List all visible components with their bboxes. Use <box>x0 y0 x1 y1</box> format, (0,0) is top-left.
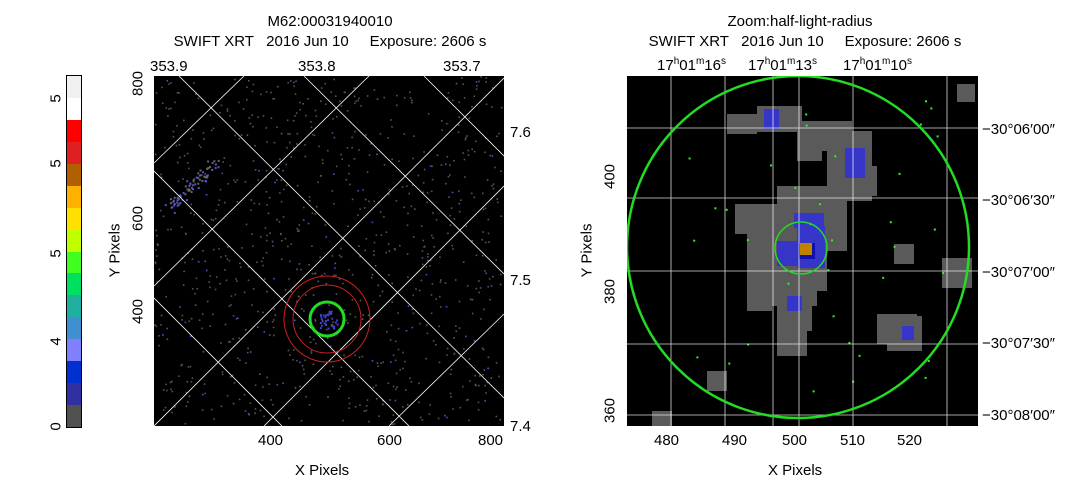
left-top-tick: 353.8 <box>298 58 336 75</box>
right-x-tick: 520 <box>897 432 923 449</box>
colorbar-segment <box>67 361 81 384</box>
right-title-line1: Zoom:half-light-radius <box>727 13 873 30</box>
colorbar-segment <box>67 295 81 318</box>
right-ra-tick: 17h01m13s <box>748 56 817 74</box>
right-image-panel <box>627 76 978 426</box>
colorbar <box>66 75 82 428</box>
left-x-tick: 600 <box>377 432 403 449</box>
right-zoom-image <box>627 76 978 426</box>
right-dec-tick: −30°07′30″ <box>982 335 1055 352</box>
colorbar-segment <box>67 207 81 230</box>
right-ra-tick: 17h01m16s <box>657 56 726 74</box>
left-image-panel <box>154 76 504 426</box>
left-sky-image <box>154 76 504 426</box>
right-dec-tick: −30°06′00″ <box>982 121 1055 138</box>
right-y-tick: 400 <box>601 163 619 190</box>
right-dec-tick: −30°06′30″ <box>982 192 1055 209</box>
left-y-tick: 400 <box>129 298 147 325</box>
colorbar-segment <box>67 141 81 164</box>
colorbar-segment <box>67 76 81 98</box>
left-x-tick: 800 <box>478 432 504 449</box>
colorbar-segment <box>67 185 81 208</box>
colorbar-segment <box>67 163 81 186</box>
colorbar-tick-label: 0 <box>47 422 65 431</box>
right-ylabel: Y Pixels <box>578 223 596 278</box>
colorbar-segment <box>67 251 81 274</box>
left-x-tick: 400 <box>258 432 284 449</box>
colorbar-segment <box>67 339 81 362</box>
right-x-tick: 480 <box>654 432 680 449</box>
right-dec-tick: −30°07′00″ <box>982 264 1055 281</box>
right-x-tick: 490 <box>722 432 748 449</box>
right-y-tick: 360 <box>601 397 619 424</box>
colorbar-segment <box>67 97 81 120</box>
left-top-tick: 353.9 <box>150 58 188 75</box>
colorbar-segment <box>67 273 81 296</box>
colorbar-segment <box>67 119 81 142</box>
left-right-tick: 7.5 <box>510 272 531 289</box>
right-dec-tick: −30°08′00″ <box>982 407 1055 424</box>
right-x-tick: 510 <box>840 432 866 449</box>
left-right-tick: 7.6 <box>510 124 531 141</box>
left-title-line2: SWIFT XRT 2016 Jun 10 Exposure: 2606 s <box>173 33 487 50</box>
right-xlabel: X Pixels <box>768 462 823 479</box>
left-xlabel: X Pixels <box>295 462 350 479</box>
right-x-tick: 500 <box>782 432 808 449</box>
right-y-tick: 380 <box>601 278 619 305</box>
left-y-tick: 600 <box>129 205 147 232</box>
colorbar-tick-label: 5 <box>47 249 65 258</box>
left-right-tick: 7.4 <box>510 418 531 435</box>
colorbar-segment <box>67 229 81 252</box>
colorbar-segment <box>67 317 81 340</box>
colorbar-segment <box>67 405 81 427</box>
colorbar-tick-label: 4 <box>47 337 65 346</box>
left-top-tick: 353.7 <box>443 58 481 75</box>
right-ra-tick: 17h01m10s <box>843 56 912 74</box>
right-title-line2: SWIFT XRT 2016 Jun 10 Exposure: 2606 s <box>648 33 962 50</box>
colorbar-segment <box>67 383 81 406</box>
left-title-line1: M62:00031940010 <box>267 13 393 30</box>
colorbar-tick-label: 5 <box>47 159 65 168</box>
colorbar-tick-label: 5 <box>47 94 65 103</box>
left-y-tick: 800 <box>129 70 147 97</box>
left-ylabel: Y Pixels <box>106 223 124 278</box>
